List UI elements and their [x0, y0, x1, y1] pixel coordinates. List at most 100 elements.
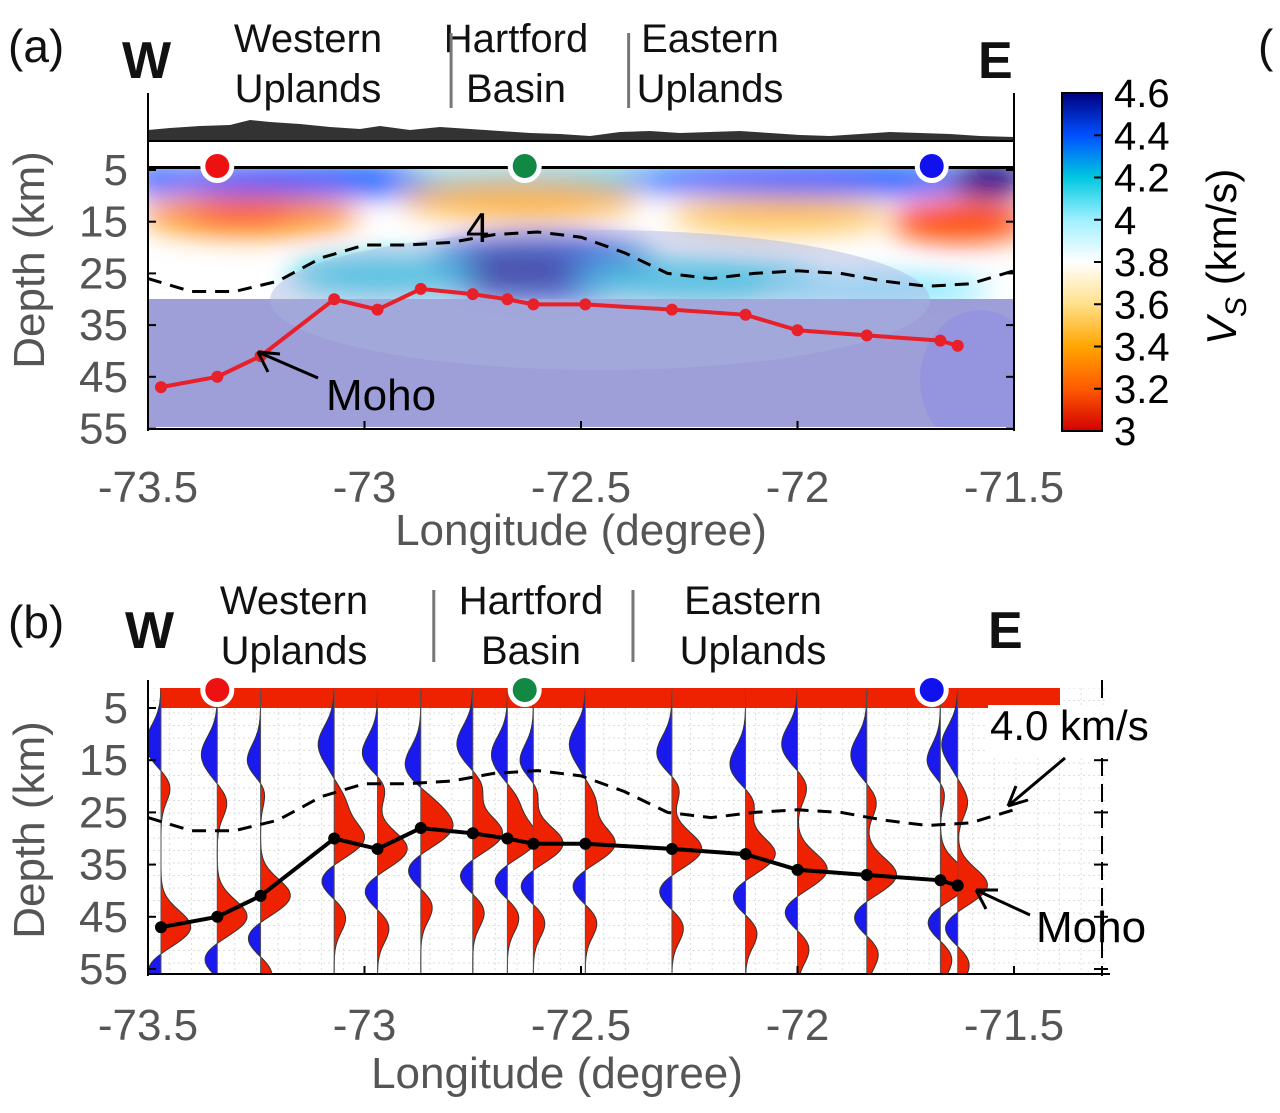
trace-negative — [520, 690, 534, 974]
xtick-label-a: -72 — [766, 463, 830, 512]
moho-a-point — [501, 293, 514, 306]
region-western-line1: Western — [234, 17, 382, 61]
topography-profile — [148, 120, 1014, 140]
moho-b-point — [951, 879, 964, 892]
moho-a-point — [579, 298, 592, 311]
moho-a-point — [951, 339, 964, 352]
colorbar-tick-label: 4.2 — [1114, 157, 1170, 201]
region-b-eastern-line2: Uplands — [680, 629, 827, 673]
xtick-label-b: -71.5 — [964, 1001, 1064, 1050]
receiver-function-traces — [148, 689, 988, 974]
velocity-field — [148, 168, 1014, 427]
trace-negative — [781, 690, 798, 974]
contour-4kms-b — [148, 769, 1015, 833]
grid-b — [148, 688, 1108, 974]
panel-a: (a) W E Western Uplands Hartford Basin E… — [5, 17, 1253, 555]
panel-a-region-labels: Western Uplands Hartford Basin Eastern U… — [234, 17, 783, 111]
trace-positive — [533, 690, 564, 974]
trace-negative — [850, 690, 867, 974]
region-b-western-line1: Western — [220, 579, 368, 623]
trace-negative — [941, 690, 958, 974]
panel-a-east-label: E — [978, 32, 1013, 90]
region-b-eastern-line1: Eastern — [684, 579, 822, 623]
colorbar-tick-label: 4 — [1114, 199, 1136, 243]
trace-line — [781, 689, 828, 974]
stations-b — [200, 673, 949, 707]
trace-positive — [420, 690, 453, 974]
moho-arrow-b — [975, 888, 1031, 917]
contour-label-b: 4.0 km/s — [990, 702, 1149, 749]
trace-line — [941, 689, 988, 974]
panel-c-label-partial: ( — [1258, 20, 1274, 72]
trace-positive — [377, 690, 408, 974]
colorbar-tick-label: 3.2 — [1114, 368, 1170, 412]
trace-line — [926, 690, 971, 974]
ytick-label-a: 55 — [79, 405, 128, 454]
trace-positive — [160, 690, 191, 974]
xtick-label-a: -72.5 — [531, 463, 631, 512]
colorbar-tick-label: 3 — [1114, 410, 1136, 454]
trace-negative — [201, 690, 218, 974]
trace-line — [317, 689, 366, 974]
contour-arrow-b — [1007, 756, 1066, 808]
station-marker-a — [512, 154, 537, 178]
xtick-label-a: -73.5 — [98, 463, 198, 512]
panel-a-label: (a) — [8, 20, 64, 72]
xtick-label-b: -72.5 — [531, 1001, 631, 1050]
moho-b-point — [154, 921, 167, 934]
trace-positive — [866, 690, 897, 974]
region-eastern-line1: Eastern — [641, 17, 779, 61]
panel-b-east-label: E — [988, 602, 1023, 660]
moho-b-point — [371, 842, 384, 855]
contour-label-b-box — [988, 705, 1176, 755]
xtick-label-a: -73 — [333, 463, 397, 512]
station-marker-a — [919, 154, 944, 178]
panel-a-west-label: W — [122, 32, 172, 90]
moho-b-point — [466, 827, 479, 840]
trace-line — [361, 689, 408, 974]
ytick-label-a: 25 — [79, 249, 128, 298]
colorbar-ticks: 4.64.44.243.83.63.43.23 — [1094, 72, 1170, 454]
region-hartford-line2: Basin — [466, 67, 566, 111]
colorbar-tick-label: 3.6 — [1114, 283, 1170, 327]
trace-negative — [318, 690, 335, 974]
moho-a-point — [328, 293, 341, 306]
xlabel-a: Longitude (degree) — [395, 506, 767, 555]
moho-a-point — [466, 288, 479, 301]
trace-line — [568, 690, 616, 974]
colorbar-tick-label: 4.6 — [1114, 72, 1170, 116]
ytick-label-a: 5 — [104, 146, 128, 195]
trace-negative — [730, 690, 746, 974]
panel-b-west-label: W — [125, 602, 175, 660]
ylabel-a: Depth (km) — [5, 151, 54, 369]
moho-a-path — [160, 286, 959, 390]
colorbar-label: VS (km/s) — [1198, 169, 1253, 345]
ytick-label-a: 15 — [79, 198, 128, 247]
colorbar: 4.64.44.243.83.63.43.23 VS (km/s) — [1061, 72, 1253, 454]
moho-b-point — [328, 832, 341, 845]
moho-a-point — [414, 282, 427, 295]
moho-a-point — [860, 329, 873, 342]
station-marker-b — [919, 678, 944, 702]
moho-label-a: Moho — [326, 371, 436, 420]
panel-a-region-dividers — [449, 33, 631, 108]
ytick-label-b: 25 — [79, 788, 128, 837]
moho-a-point — [527, 298, 540, 311]
region-b-hartford-line1: Hartford — [459, 579, 604, 623]
station-marker-b — [512, 678, 537, 702]
moho-b-point — [665, 842, 678, 855]
panel-b-label: (b) — [8, 596, 64, 648]
moho-a-point — [371, 303, 384, 316]
moho-a-point — [154, 381, 167, 394]
moho-a-point — [791, 324, 804, 337]
contour-label: 4 — [466, 204, 489, 251]
ytick-label-b: 45 — [79, 893, 128, 942]
trace-positive — [671, 690, 702, 974]
topography-baseline — [148, 140, 1014, 142]
moho-arrow-a — [257, 350, 319, 380]
panel-b-region-dividers — [432, 590, 635, 662]
trace-line — [656, 690, 703, 974]
station-marker-b — [205, 678, 230, 702]
region-hartford-line1: Hartford — [444, 17, 589, 61]
moho-b-point — [211, 910, 224, 923]
